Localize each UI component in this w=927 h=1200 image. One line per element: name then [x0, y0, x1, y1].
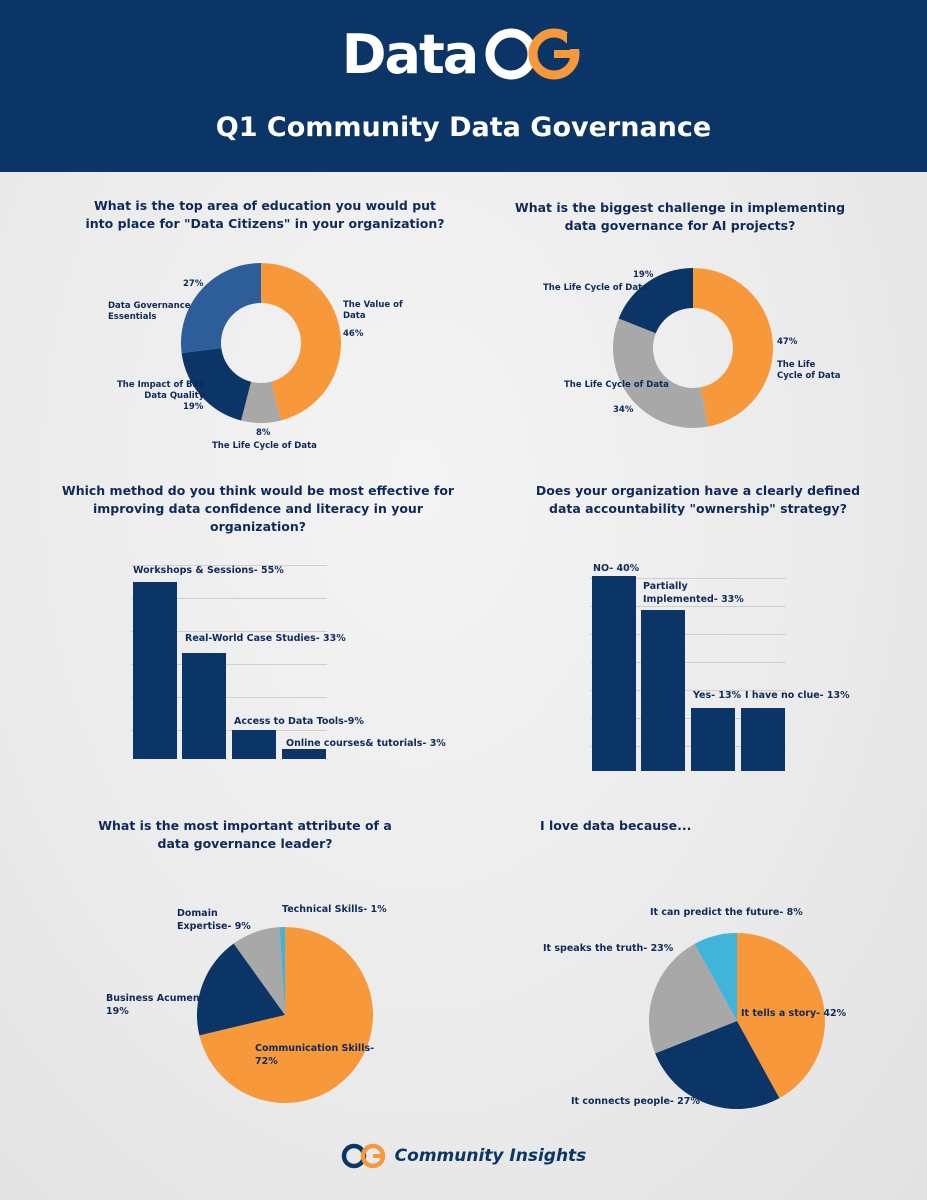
- chart1-pct-life-cycle: 8%: [256, 428, 271, 438]
- chart5-slice-1: [197, 943, 285, 1036]
- chart2-label-segment3: The Life Cycle of Data: [543, 283, 648, 293]
- qg-logo-mark: [485, 28, 582, 80]
- chart3-gridline: [131, 598, 327, 599]
- chart4-bar-partially: [641, 610, 685, 771]
- chart5-pie: [197, 927, 373, 1103]
- chart3-gridline: [131, 565, 327, 566]
- chart5-question: What is the most important attribute of …: [98, 818, 392, 851]
- chart5-slice-0: [199, 927, 373, 1103]
- footer-label: Community Insights: [394, 1146, 587, 1166]
- chart3-label-online-courses: Online courses& tutorials- 3%: [286, 738, 446, 749]
- chart4-gridline: [590, 746, 786, 747]
- chart4-gridline: [590, 578, 786, 579]
- chart1-slice-2: [181, 348, 252, 421]
- chart1-pct-governance-essentials: 27%: [183, 279, 204, 289]
- logo-wordmark: Data: [341, 22, 480, 86]
- chart3-bar-online-courses: [282, 749, 326, 759]
- chart4-question: Does your organization have a clearly de…: [535, 483, 861, 516]
- qg-footer-logo-icon: [341, 1143, 385, 1169]
- chart3-gridline: [131, 631, 327, 632]
- chart2-pct-segment3: 19%: [633, 270, 654, 280]
- header-banner: Data Q1 Community Data Governance: [0, 0, 927, 172]
- chart1-label-life-cycle: The Life Cycle of Data: [212, 441, 317, 451]
- chart6-label-tells-story: It tells a story- 42%: [741, 1008, 847, 1019]
- chart4-bar-no-clue: [741, 707, 785, 771]
- chart6-label-connects-people: It connects people- 27%: [571, 1096, 700, 1107]
- chart6-label-speaks-truth: It speaks the truth- 23%: [543, 943, 674, 954]
- chart3-bar-case-studies: [182, 652, 226, 759]
- chart1-pct-value-of-data: 46%: [343, 329, 364, 339]
- chart6-slice-1: [655, 1021, 780, 1109]
- chart2-label-segment1: The Life Cycle of Data: [777, 360, 841, 381]
- footer: Community Insights: [0, 1138, 927, 1174]
- chart4-label-no: NO- 40%: [593, 563, 640, 574]
- chart5-slice-3: [279, 927, 285, 1015]
- chart4-label-no-clue: I have no clue- 13%: [745, 690, 850, 701]
- chart1-label-governance-essentials: Data Governance Essentials: [108, 301, 191, 322]
- chart6-label-predict-future: It can predict the future- 8%: [650, 907, 803, 918]
- chart1-pct-bad-data-quality: 19%: [183, 402, 204, 412]
- chart2-pct-segment2: 34%: [613, 405, 634, 415]
- chart3-gridline: [131, 730, 327, 731]
- chart4-gridline: [590, 718, 786, 719]
- chart4-label-yes: Yes- 13%: [693, 690, 742, 701]
- chart5-label-domain-expertise: Domain Expertise- 9%: [177, 908, 251, 932]
- chart2-label-segment2: The Life Cycle of Data: [564, 380, 669, 390]
- page-title: Q1 Community Data Governance: [215, 112, 712, 143]
- chart4-gridline: [590, 662, 786, 663]
- chart2-slice-0: [693, 268, 773, 427]
- chart1-slice-1: [241, 381, 281, 423]
- chart2-pct-segment1: 47%: [777, 337, 798, 347]
- dataqg-logo: Data: [0, 22, 927, 86]
- chart2-slice-2: [618, 268, 693, 334]
- chart4-bar-no: [592, 576, 636, 771]
- chart3-label-case-studies: Real-World Case Studies- 33%: [185, 633, 346, 644]
- chart1-donut: [181, 263, 341, 423]
- chart1-slice-3: [181, 263, 261, 354]
- chart3-gridline: [131, 664, 327, 665]
- chart3-label-workshops: Workshops & Sessions- 55%: [133, 565, 284, 576]
- chart4-label-partially: Partially Implemented- 33%: [643, 581, 744, 605]
- chart4-gridline: [590, 634, 786, 635]
- chart1-slice-0: [261, 263, 341, 421]
- chart1-label-bad-data-quality: The Impact of Bad Data Quality: [117, 380, 205, 401]
- chart6-pie: [649, 933, 825, 1109]
- chart5-label-technical-skills: Technical Skills- 1%: [282, 904, 387, 915]
- chart3-gridline: [131, 697, 327, 698]
- chart3-bar-data-tools: [232, 730, 276, 759]
- chart5-slice-2: [233, 927, 285, 1015]
- chart3-label-data-tools: Access to Data Tools-9%: [234, 716, 364, 727]
- chart6-slice-3: [694, 933, 737, 1021]
- chart4-gridline: [590, 606, 786, 607]
- chart4-bar-yes: [691, 707, 735, 771]
- chart5-label-business-acumen: Business Acumen- 19%: [106, 993, 204, 1017]
- chart2-question: What is the biggest challenge in impleme…: [514, 200, 846, 233]
- chart1-question: What is the top area of education you wo…: [85, 198, 445, 231]
- chart4-gridline: [590, 690, 786, 691]
- chart5-label-communication-skills: Communication Skills- 72%: [255, 1043, 375, 1067]
- chart6-slice-2: [649, 943, 737, 1054]
- chart2-donut: [613, 268, 773, 428]
- chart3-question: Which method do you think would be most …: [61, 483, 455, 534]
- chart1-label-value-of-data: The Value of Data: [343, 300, 403, 321]
- chart6-slice-0: [737, 933, 825, 1099]
- chart2-slice-1: [613, 318, 708, 428]
- chart6-question: I love data because...: [540, 818, 692, 833]
- chart3-bar-workshops: [133, 582, 177, 759]
